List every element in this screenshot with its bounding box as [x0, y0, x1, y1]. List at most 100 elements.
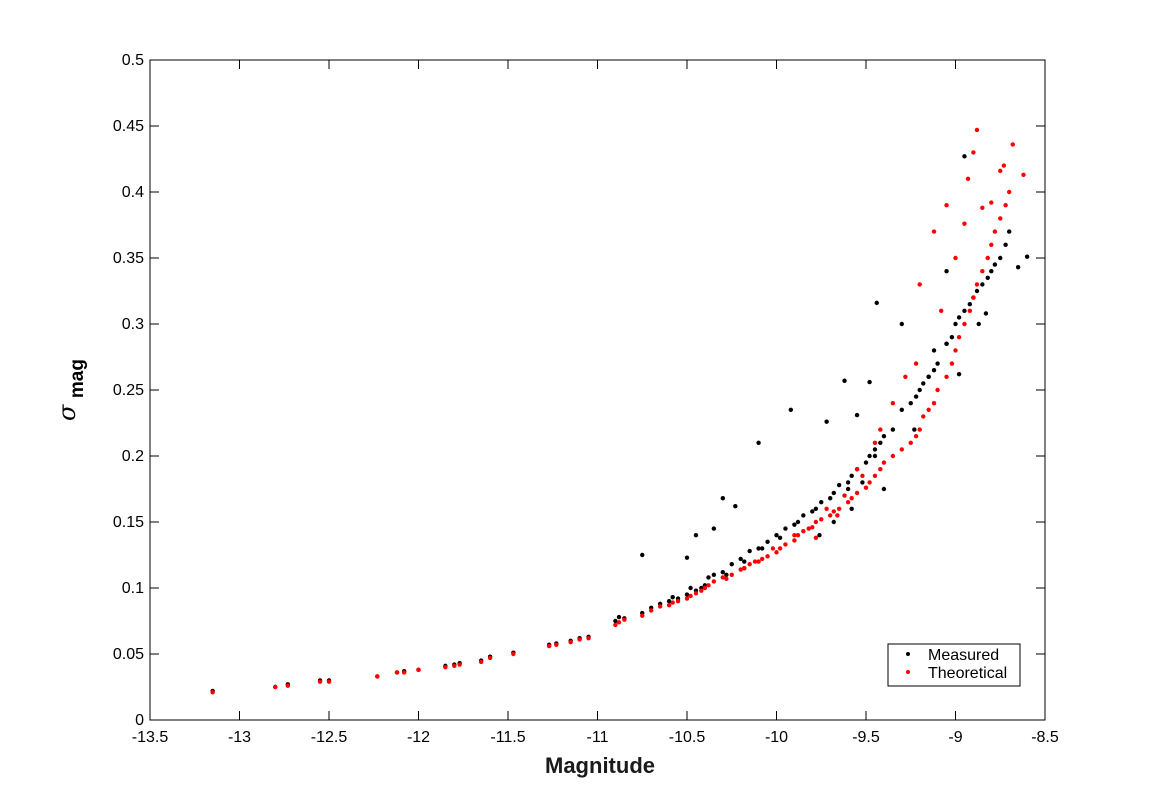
data-point-measured: [1003, 242, 1008, 247]
data-point-measured: [956, 371, 962, 377]
data-point-theoretical: [985, 255, 990, 261]
data-point-theoretical: [938, 308, 944, 313]
data-point-measured: [881, 486, 887, 492]
data-point-theoretical: [931, 229, 937, 234]
data-point-measured: [756, 546, 761, 551]
data-point-theoretical: [998, 168, 1003, 174]
data-point-measured: [921, 381, 926, 386]
data-point-measured: [801, 513, 806, 518]
data-point-theoretical: [693, 591, 699, 596]
data-point-measured: [944, 341, 949, 346]
data-point-measured: [810, 509, 815, 514]
data-point-theoretical: [699, 588, 704, 593]
data-point-measured: [765, 539, 770, 544]
data-point-theoretical: [899, 447, 904, 452]
data-point-theoretical: [854, 467, 860, 472]
y-tick-label: 0.5: [122, 52, 144, 69]
data-point-theoretical: [890, 453, 896, 459]
data-point-theoretical: [273, 684, 278, 690]
data-point-measured: [860, 480, 865, 485]
data-point-measured: [989, 269, 994, 274]
data-point-measured: [666, 599, 672, 604]
data-point-theoretical: [971, 295, 976, 300]
data-point-theoretical: [974, 127, 980, 133]
data-point-theoretical: [511, 651, 516, 657]
data-point-measured: [867, 379, 872, 385]
plot-area: [149, 59, 1046, 721]
data-point-measured: [792, 522, 797, 527]
data-point-theoretical: [819, 517, 824, 522]
data-point-theoretical: [675, 599, 681, 604]
data-point-measured: [819, 500, 824, 505]
data-point-theoretical: [586, 635, 591, 641]
data-point-measured: [998, 255, 1003, 261]
data-point-theoretical: [577, 637, 582, 642]
data-point-measured: [867, 453, 872, 459]
data-point-theoretical: [849, 496, 854, 501]
y-tick-label: 0.05: [113, 646, 144, 663]
data-point-theoretical: [752, 559, 758, 564]
data-point-theoretical: [795, 533, 801, 538]
data-point-theoretical: [777, 546, 783, 551]
data-point-theoretical: [831, 509, 836, 514]
data-point-theoretical: [457, 662, 462, 667]
data-point-measured: [706, 575, 711, 580]
data-point-measured: [831, 490, 836, 496]
data-point-theoretical: [813, 519, 819, 525]
data-point-measured: [747, 548, 752, 554]
data-point-theoretical: [962, 221, 967, 226]
data-point-measured: [931, 348, 937, 353]
data-point-theoretical: [935, 387, 940, 393]
data-point-theoretical: [478, 659, 484, 665]
data-point-theoretical: [953, 348, 958, 353]
data-point-theoretical: [666, 602, 672, 608]
data-point-measured: [992, 262, 998, 267]
data-point-theoretical: [568, 639, 573, 645]
data-point-measured: [729, 562, 734, 567]
data-point-measured: [720, 569, 725, 575]
y-tick-label: 0.1: [122, 580, 144, 597]
data-point-measured: [1015, 265, 1021, 270]
data-point-measured: [742, 559, 747, 564]
data-point-measured: [836, 482, 842, 488]
y-axis-label: σ mag: [53, 359, 88, 421]
data-point-measured: [756, 440, 761, 445]
data-point-theoretical: [813, 535, 819, 541]
data-point-measured: [872, 447, 878, 452]
data-point-theoretical: [944, 374, 949, 379]
data-point-measured: [926, 374, 931, 379]
x-axis-label: Magnitude: [545, 753, 655, 778]
x-tick-label: -9.5: [852, 729, 880, 746]
data-point-theoretical: [842, 493, 847, 498]
data-point-measured: [983, 311, 989, 316]
data-point-measured: [967, 302, 973, 307]
data-point-theoretical: [974, 282, 980, 287]
data-point-measured: [684, 592, 690, 597]
data-point-measured: [688, 585, 693, 591]
data-point-theoretical: [613, 622, 618, 628]
data-point-theoretical: [1001, 163, 1007, 168]
data-point-measured: [908, 401, 913, 406]
data-point-theoretical: [622, 617, 627, 622]
data-point-theoretical: [863, 485, 869, 490]
data-point-theoretical: [742, 566, 747, 571]
data-point-theoretical: [375, 674, 380, 679]
data-point-theoretical: [765, 554, 770, 559]
x-tick-label: -11.5: [490, 729, 525, 746]
data-point-measured: [899, 407, 904, 412]
data-point-theoretical: [962, 321, 967, 327]
data-point-theoretical: [285, 683, 291, 688]
data-point-measured: [1007, 229, 1012, 234]
data-point-theoretical: [953, 255, 958, 261]
legend-box: [887, 643, 1021, 687]
data-point-measured: [845, 486, 851, 492]
data-point-measured: [720, 496, 725, 501]
data-point-theoretical: [616, 620, 622, 625]
legend-marker-measured: [906, 652, 910, 656]
data-point-theoretical: [949, 361, 955, 366]
y-tick-label: 0.15: [113, 514, 144, 531]
data-point-theoretical: [759, 556, 765, 562]
data-point-theoretical: [670, 600, 675, 605]
data-point-theoretical: [317, 679, 323, 684]
data-point-theoretical: [860, 473, 865, 478]
